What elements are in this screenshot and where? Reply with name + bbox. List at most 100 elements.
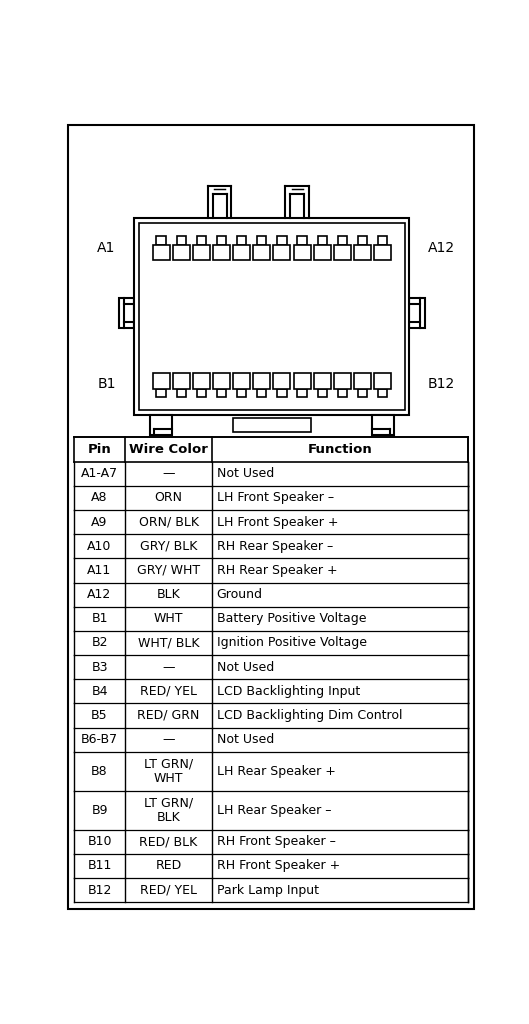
Text: B1: B1 xyxy=(92,612,108,626)
Bar xyxy=(294,245,311,260)
Bar xyxy=(277,237,287,245)
Text: Not Used: Not Used xyxy=(216,660,274,674)
Bar xyxy=(354,245,371,260)
Text: B6-B7: B6-B7 xyxy=(81,733,118,746)
Text: RH Rear Speaker –: RH Rear Speaker – xyxy=(216,540,333,553)
Text: A8: A8 xyxy=(92,492,108,505)
Bar xyxy=(197,237,206,245)
Text: A9: A9 xyxy=(92,516,108,528)
Bar xyxy=(119,298,134,328)
Text: Function: Function xyxy=(308,442,372,456)
Text: B5: B5 xyxy=(91,709,108,722)
Text: LH Rear Speaker –: LH Rear Speaker – xyxy=(216,804,331,816)
Text: RH Rear Speaker +: RH Rear Speaker + xyxy=(216,564,337,577)
Bar xyxy=(237,388,247,397)
Text: RH Front Speaker –: RH Front Speaker – xyxy=(216,836,335,848)
Bar xyxy=(374,245,391,260)
Text: Ground: Ground xyxy=(216,588,262,601)
Text: Park Lamp Input: Park Lamp Input xyxy=(216,884,318,897)
Text: Ignition Positive Voltage: Ignition Positive Voltage xyxy=(216,637,367,649)
Bar xyxy=(378,237,387,245)
Bar xyxy=(193,245,210,260)
Text: LH Rear Speaker +: LH Rear Speaker + xyxy=(216,765,335,777)
Bar xyxy=(74,437,468,462)
Bar xyxy=(277,388,287,397)
Bar xyxy=(374,373,391,388)
Text: LH Front Speaker –: LH Front Speaker – xyxy=(216,492,334,505)
Text: A11: A11 xyxy=(87,564,112,577)
Bar xyxy=(217,237,226,245)
Bar xyxy=(233,373,250,388)
Bar xyxy=(237,237,247,245)
Text: RED/ GRN: RED/ GRN xyxy=(138,709,200,722)
Text: Not Used: Not Used xyxy=(216,733,274,746)
Bar xyxy=(150,415,171,435)
Text: LCD Backlighting Input: LCD Backlighting Input xyxy=(216,685,360,697)
Bar xyxy=(157,388,166,397)
Text: GRY/ BLK: GRY/ BLK xyxy=(140,540,197,553)
Bar xyxy=(294,373,311,388)
Bar xyxy=(358,388,367,397)
Bar xyxy=(172,245,190,260)
Text: Wire Color: Wire Color xyxy=(129,442,208,456)
Bar xyxy=(233,418,311,432)
Text: B3: B3 xyxy=(92,660,108,674)
Text: B12: B12 xyxy=(87,884,112,897)
Bar xyxy=(177,237,186,245)
Text: LT GRN/
WHT: LT GRN/ WHT xyxy=(144,757,193,785)
Bar xyxy=(213,373,230,388)
Bar xyxy=(378,388,387,397)
Bar xyxy=(233,245,250,260)
Bar xyxy=(314,245,331,260)
Text: WHT/ BLK: WHT/ BLK xyxy=(138,637,199,649)
Bar xyxy=(152,245,170,260)
Bar xyxy=(157,237,166,245)
Bar xyxy=(177,388,186,397)
Bar xyxy=(358,237,367,245)
Text: ORN: ORN xyxy=(154,492,183,505)
Bar xyxy=(317,237,327,245)
Text: A1-A7: A1-A7 xyxy=(81,467,118,480)
Text: RED/ YEL: RED/ YEL xyxy=(140,685,197,697)
Bar xyxy=(334,373,351,388)
Text: LCD Backlighting Dim Control: LCD Backlighting Dim Control xyxy=(216,709,402,722)
Bar xyxy=(409,298,425,328)
Text: RH Front Speaker +: RH Front Speaker + xyxy=(216,859,340,872)
Bar xyxy=(193,373,210,388)
Bar xyxy=(257,237,267,245)
Bar xyxy=(152,373,170,388)
Bar xyxy=(139,223,405,410)
Bar xyxy=(354,373,371,388)
Bar xyxy=(253,373,270,388)
Text: A1: A1 xyxy=(97,241,116,255)
Bar xyxy=(297,237,307,245)
Bar xyxy=(338,388,347,397)
Bar xyxy=(314,373,331,388)
Bar xyxy=(334,245,351,260)
Text: LT GRN/
BLK: LT GRN/ BLK xyxy=(144,796,193,824)
Text: Battery Positive Voltage: Battery Positive Voltage xyxy=(216,612,366,626)
Text: B1: B1 xyxy=(97,377,116,391)
Bar xyxy=(273,373,290,388)
Text: B2: B2 xyxy=(92,637,108,649)
Bar xyxy=(213,245,230,260)
Text: ORN/ BLK: ORN/ BLK xyxy=(139,516,198,528)
Bar xyxy=(273,245,290,260)
Bar xyxy=(172,373,190,388)
Bar xyxy=(217,388,226,397)
Text: WHT: WHT xyxy=(154,612,184,626)
Text: B10: B10 xyxy=(87,836,112,848)
Bar xyxy=(338,237,347,245)
Text: LH Front Speaker +: LH Front Speaker + xyxy=(216,516,338,528)
Text: RED/ YEL: RED/ YEL xyxy=(140,884,197,897)
Text: —: — xyxy=(162,660,175,674)
Text: —: — xyxy=(162,467,175,480)
Text: B8: B8 xyxy=(91,765,108,777)
Text: RED/ BLK: RED/ BLK xyxy=(140,836,198,848)
Bar xyxy=(317,388,327,397)
Text: Pin: Pin xyxy=(88,442,112,456)
Bar xyxy=(253,245,270,260)
Bar xyxy=(197,388,206,397)
Text: A12: A12 xyxy=(87,588,112,601)
Text: B9: B9 xyxy=(92,804,108,816)
